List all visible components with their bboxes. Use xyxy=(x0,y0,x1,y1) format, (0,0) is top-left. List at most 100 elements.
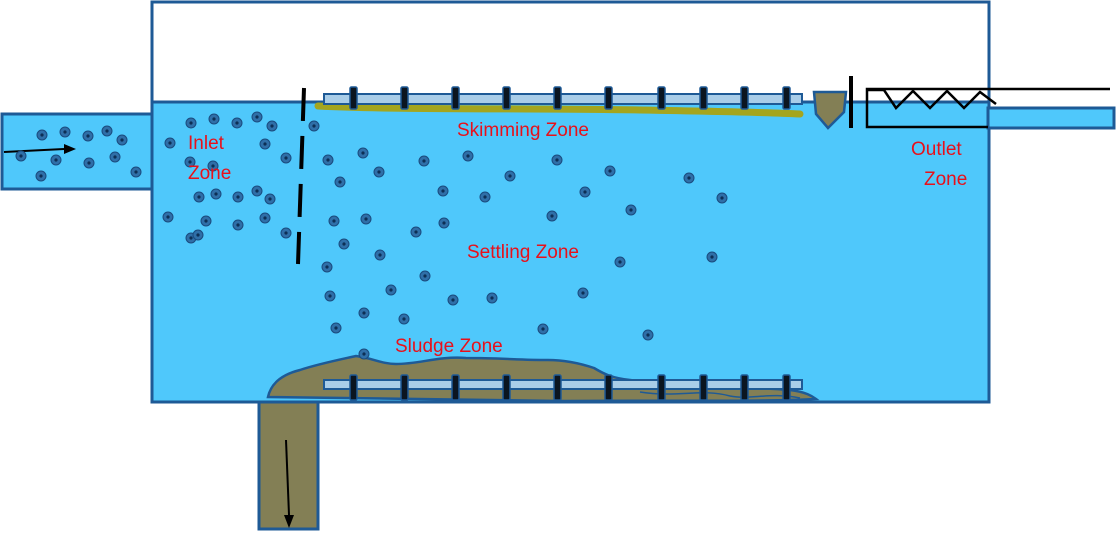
drain-flow-arrow xyxy=(284,439,294,528)
skimmer-blade xyxy=(782,86,791,110)
inlet-baffle xyxy=(296,87,306,265)
sludge-zone-label: Sludge Zone xyxy=(395,336,503,357)
particle-core xyxy=(255,189,259,193)
particle-core xyxy=(211,164,215,168)
scraper-blade xyxy=(451,374,460,401)
scraper-blade xyxy=(657,374,666,401)
particle-core xyxy=(377,170,381,174)
settling-zone-label: Settling Zone xyxy=(467,242,579,263)
scum-trough xyxy=(812,90,848,130)
skimmer-blade xyxy=(400,86,409,110)
inlet-zone-label-line2: Zone xyxy=(188,163,231,184)
skimmer-blade xyxy=(657,86,666,110)
sludge-scraper-rail xyxy=(323,379,803,390)
particle-core xyxy=(196,233,200,237)
particle-core xyxy=(332,219,336,223)
particle-core xyxy=(550,214,554,218)
particle-core xyxy=(687,176,691,180)
particle-core xyxy=(710,255,714,259)
scraper-blade xyxy=(604,374,613,401)
particle-core xyxy=(402,317,406,321)
particle-core xyxy=(19,154,23,158)
particle-core xyxy=(720,196,724,200)
particle-core xyxy=(362,352,366,356)
particle-core xyxy=(166,215,170,219)
particle-core xyxy=(451,298,455,302)
particle-core xyxy=(270,124,274,128)
skimmer-blade xyxy=(451,86,460,110)
particle-core xyxy=(483,195,487,199)
particle-core xyxy=(54,158,58,162)
particle-core xyxy=(212,117,216,121)
particle-core xyxy=(189,236,193,240)
particle-core xyxy=(389,288,393,292)
particle-core xyxy=(236,195,240,199)
particle-core xyxy=(646,333,650,337)
inlet-flow-arrow xyxy=(3,144,76,154)
particle-core xyxy=(364,217,368,221)
suspended-particles xyxy=(15,111,728,360)
particle-core xyxy=(197,195,201,199)
scraper-blades xyxy=(349,374,791,401)
particle-core xyxy=(378,253,382,257)
particle-core xyxy=(325,265,329,269)
outlet-pipe xyxy=(986,106,1116,130)
particle-core xyxy=(328,294,332,298)
scraper-blade xyxy=(502,374,511,401)
particle-core xyxy=(442,221,446,225)
skimmer-blade xyxy=(699,86,708,110)
scraper-blade xyxy=(782,374,791,401)
particle-core xyxy=(284,156,288,160)
skimmer-blade xyxy=(553,86,562,110)
sludge-squiggle xyxy=(639,391,801,399)
particle-core xyxy=(263,142,267,146)
scraper-blade xyxy=(349,374,358,401)
particle-core xyxy=(338,180,342,184)
particle-core xyxy=(188,160,192,164)
particle-core xyxy=(423,274,427,278)
tank-water xyxy=(150,100,991,404)
particle-core xyxy=(120,138,124,142)
particle-core xyxy=(39,174,43,178)
particle-core xyxy=(629,208,633,212)
particle-core xyxy=(134,170,138,174)
particle-core xyxy=(214,192,218,196)
scraper-blade xyxy=(553,374,562,401)
skimmer-blade xyxy=(349,86,358,110)
tank-headspace xyxy=(150,0,991,104)
particle-core xyxy=(235,121,239,125)
particle-core xyxy=(263,216,267,220)
particle-core xyxy=(422,159,426,163)
particle-core xyxy=(441,189,445,193)
particle-core xyxy=(168,141,172,145)
particle-core xyxy=(490,296,494,300)
particle-core xyxy=(105,129,109,133)
outlet-zone-label-line1: Outlet xyxy=(911,139,962,160)
skimmer-blade xyxy=(604,86,613,110)
particle-core xyxy=(581,291,585,295)
particle-core xyxy=(284,231,288,235)
particle-core xyxy=(608,169,612,173)
particle-core xyxy=(362,311,366,315)
particle-core xyxy=(555,158,559,162)
particle-core xyxy=(86,134,90,138)
particle-core xyxy=(189,121,193,125)
particle-core xyxy=(40,133,44,137)
particle-core xyxy=(312,124,316,128)
skimmer-blades xyxy=(349,86,791,110)
particle-core xyxy=(255,115,259,119)
skimmer-blade xyxy=(502,86,511,110)
particle-core xyxy=(63,130,67,134)
weir-notches xyxy=(867,88,997,110)
particle-core xyxy=(508,174,512,178)
particle-core xyxy=(618,260,622,264)
skimmer-rail xyxy=(323,93,803,105)
particle-core xyxy=(268,197,272,201)
sludge-drain-pipe xyxy=(257,400,320,531)
particle-core xyxy=(113,155,117,159)
particle-core xyxy=(87,161,91,165)
particle-core xyxy=(414,230,418,234)
particle-core xyxy=(466,154,470,158)
particle-core xyxy=(326,158,330,162)
